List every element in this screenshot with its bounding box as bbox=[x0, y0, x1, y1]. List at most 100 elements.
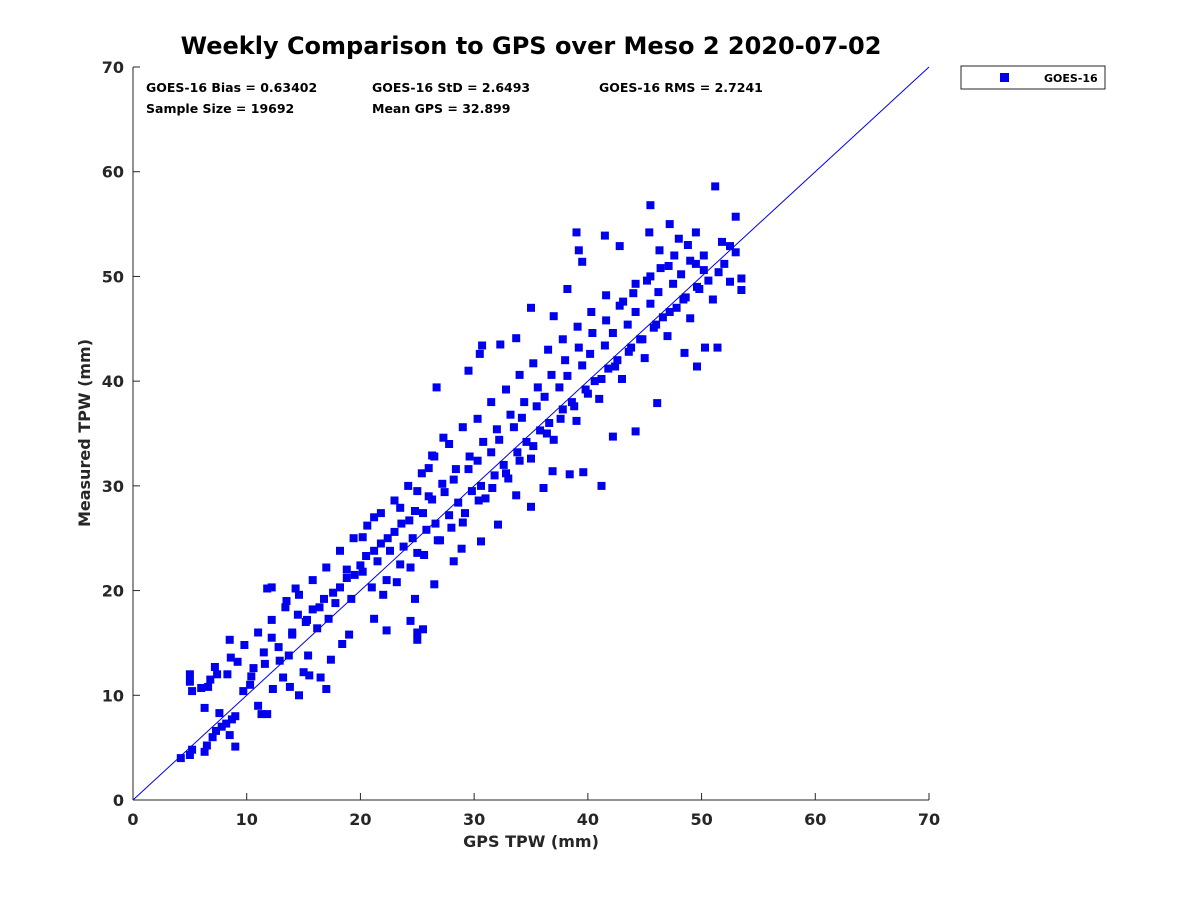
data-point bbox=[704, 276, 713, 285]
data-point bbox=[665, 220, 674, 229]
data-point bbox=[527, 502, 535, 511]
data-point bbox=[529, 442, 538, 451]
data-point bbox=[350, 570, 359, 579]
y-tick-label: 30 bbox=[102, 477, 124, 496]
data-point bbox=[590, 377, 599, 386]
data-point bbox=[478, 341, 487, 350]
data-point bbox=[631, 427, 640, 436]
data-point bbox=[522, 437, 531, 446]
data-point bbox=[246, 680, 255, 689]
data-point bbox=[558, 335, 567, 344]
data-point bbox=[574, 246, 583, 255]
data-point bbox=[370, 614, 379, 623]
data-point bbox=[338, 640, 347, 648]
data-point bbox=[495, 435, 504, 444]
data-point bbox=[726, 242, 734, 251]
data-point bbox=[488, 484, 497, 492]
data-point bbox=[176, 754, 185, 763]
data-point bbox=[720, 259, 729, 268]
data-point bbox=[672, 303, 681, 312]
data-point bbox=[713, 343, 722, 352]
data-point bbox=[532, 402, 541, 411]
data-point bbox=[430, 580, 439, 589]
data-point bbox=[574, 343, 583, 352]
data-point bbox=[295, 590, 303, 599]
stat-std: GOES-16 StD = 2.6493 bbox=[372, 80, 530, 95]
data-point bbox=[654, 288, 663, 297]
x-tick-label: 40 bbox=[577, 810, 599, 829]
data-point bbox=[316, 673, 325, 682]
data-point bbox=[291, 584, 300, 593]
data-point bbox=[293, 610, 302, 619]
data-point bbox=[288, 630, 297, 639]
data-point bbox=[324, 614, 333, 623]
y-axis-ticks: 0 10 20 30 40 50 60 70 bbox=[102, 58, 140, 810]
data-point bbox=[474, 496, 483, 505]
y-tick-label: 60 bbox=[102, 163, 124, 182]
data-point bbox=[267, 615, 276, 624]
data-point bbox=[449, 557, 458, 566]
data-point bbox=[640, 354, 649, 363]
data-point bbox=[615, 242, 624, 251]
data-point bbox=[376, 509, 385, 518]
data-point bbox=[570, 402, 579, 411]
data-point bbox=[267, 583, 276, 592]
data-point bbox=[345, 630, 354, 639]
data-point bbox=[304, 651, 313, 660]
data-point bbox=[331, 599, 340, 608]
data-point bbox=[342, 574, 351, 582]
data-point bbox=[358, 533, 367, 542]
data-point bbox=[295, 691, 303, 700]
y-tick-label: 40 bbox=[102, 372, 124, 391]
data-point bbox=[301, 618, 310, 626]
x-tick-label: 10 bbox=[236, 810, 258, 829]
x-axis-ticks: 0 10 20 30 40 50 60 70 bbox=[127, 793, 940, 829]
data-point bbox=[464, 465, 473, 474]
data-point bbox=[202, 741, 211, 750]
data-point bbox=[561, 356, 570, 365]
data-point bbox=[517, 413, 526, 422]
data-point bbox=[226, 653, 235, 662]
data-point bbox=[347, 594, 356, 603]
data-point bbox=[392, 578, 401, 587]
data-point bbox=[417, 469, 426, 478]
data-point bbox=[200, 747, 209, 756]
data-point bbox=[406, 563, 415, 572]
data-point bbox=[233, 657, 242, 666]
data-point bbox=[663, 332, 672, 341]
data-point bbox=[629, 289, 638, 298]
data-point bbox=[370, 513, 379, 522]
data-point bbox=[336, 546, 344, 555]
data-point bbox=[231, 742, 240, 751]
data-point bbox=[708, 295, 717, 304]
data-point bbox=[504, 474, 513, 483]
data-point bbox=[567, 398, 576, 407]
data-point bbox=[249, 664, 258, 673]
data-point bbox=[464, 366, 473, 375]
y-axis-label: Measured TPW (mm) bbox=[75, 339, 94, 527]
data-point bbox=[512, 491, 521, 500]
data-point bbox=[513, 448, 522, 457]
data-point bbox=[631, 308, 640, 316]
data-point bbox=[664, 262, 673, 270]
data-point bbox=[185, 751, 194, 759]
x-tick-label: 70 bbox=[918, 810, 940, 829]
data-point bbox=[413, 487, 422, 496]
data-point bbox=[502, 385, 510, 394]
data-point bbox=[263, 584, 272, 593]
data-point bbox=[322, 563, 331, 572]
one-to-one-reference-line bbox=[132, 66, 930, 801]
data-point bbox=[613, 356, 622, 365]
data-point bbox=[588, 329, 597, 337]
data-point bbox=[329, 588, 338, 597]
data-point bbox=[658, 313, 667, 322]
data-point bbox=[473, 414, 482, 423]
data-point bbox=[222, 719, 231, 728]
data-point bbox=[399, 542, 408, 551]
data-point bbox=[545, 419, 554, 427]
data-point bbox=[213, 670, 222, 679]
data-point bbox=[439, 433, 448, 442]
data-point bbox=[718, 237, 726, 246]
data-point bbox=[691, 228, 700, 237]
data-point bbox=[225, 635, 234, 644]
